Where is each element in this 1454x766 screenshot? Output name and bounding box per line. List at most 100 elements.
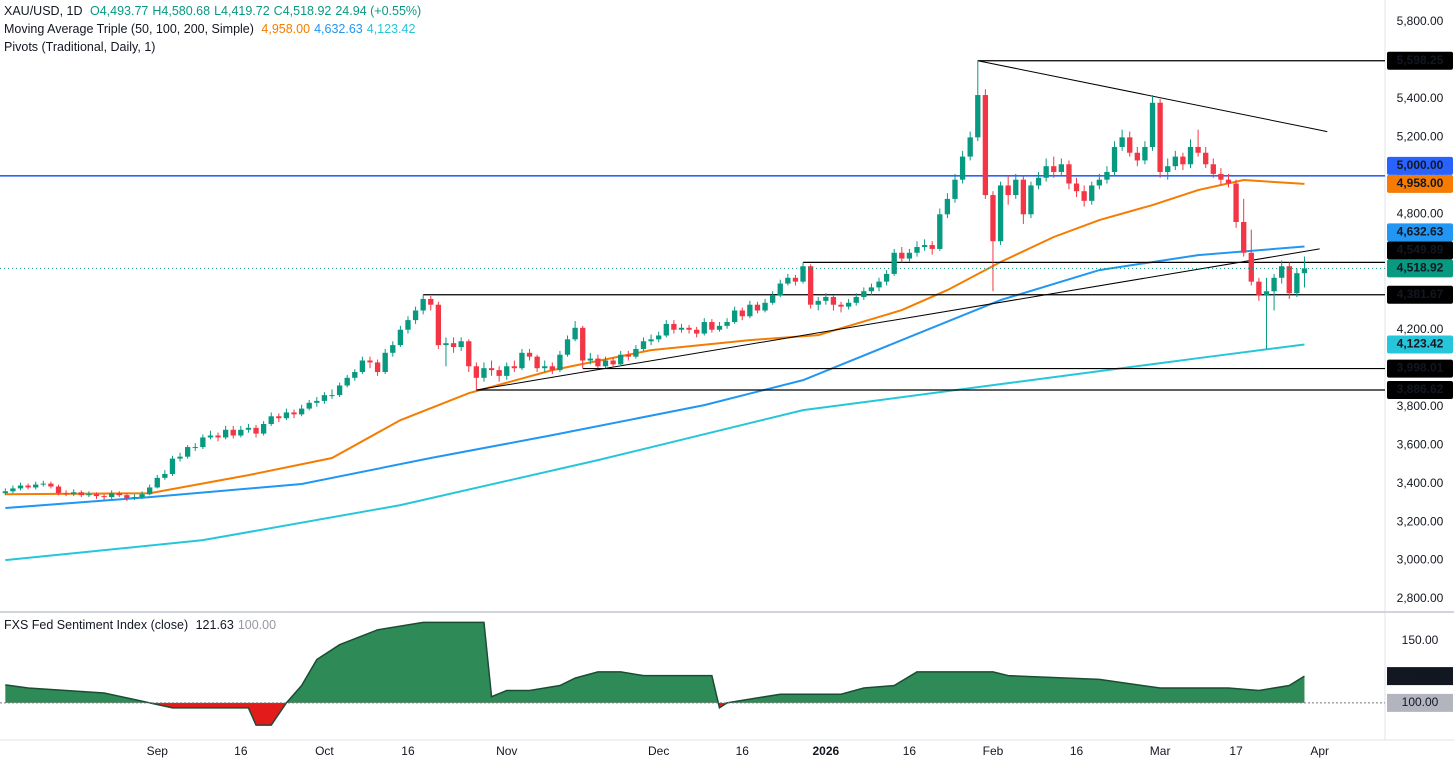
candle-body	[602, 360, 609, 367]
candle-body	[656, 335, 662, 340]
x-tick-label: Mar	[1150, 744, 1171, 758]
candle-body	[792, 277, 799, 282]
index-title: FXS Fed Sentiment Index (close)	[4, 618, 189, 632]
candle-body	[450, 343, 457, 348]
candle-body	[823, 297, 829, 301]
price-tag-label: 4,549.89	[1397, 243, 1444, 257]
candle-body	[1286, 266, 1292, 294]
candle-body	[648, 339, 654, 342]
candle-body	[374, 362, 381, 373]
price-tag	[1387, 174, 1453, 193]
candle-body	[443, 343, 449, 346]
candle-body	[1111, 146, 1118, 172]
price-tag	[1387, 156, 1453, 175]
candle-body	[93, 494, 100, 497]
candle-body	[1051, 166, 1057, 172]
candle-body	[944, 198, 951, 215]
candle-body	[109, 493, 115, 498]
price-tag-label: 3,886.62	[1397, 382, 1444, 396]
candle-body	[200, 437, 206, 448]
candle-body	[891, 252, 897, 274]
candle-body	[298, 408, 305, 415]
candle-body	[329, 395, 335, 397]
x-tick-label: 17	[1229, 744, 1243, 758]
candle-body	[906, 252, 913, 259]
candle-body	[1218, 173, 1224, 180]
candle-body	[1271, 277, 1277, 292]
candle-body	[215, 435, 221, 438]
candle-body	[694, 329, 700, 334]
candle-body	[291, 412, 297, 415]
candle-body	[557, 354, 563, 371]
candle-body	[86, 494, 92, 496]
candle-body	[488, 368, 495, 371]
candle-body	[466, 341, 472, 367]
moving-average	[5, 179, 1305, 496]
candle-body	[1210, 164, 1216, 174]
candle-body	[511, 366, 518, 369]
y-tick-label: 3,800.00	[1397, 399, 1444, 413]
trend-line	[476, 248, 1320, 391]
candle-body	[473, 366, 480, 378]
price-tag	[1387, 335, 1453, 354]
candle-body	[245, 427, 252, 430]
y-tick-label: 5,800.00	[1397, 14, 1444, 28]
candle-body	[1241, 221, 1247, 253]
candle-body	[397, 329, 404, 346]
price-tag	[1387, 359, 1453, 378]
candle-body	[268, 416, 274, 424]
baseline-value: 100.00	[237, 618, 277, 632]
ma-title: Moving Average Triple (50, 100, 200, Sim…	[4, 22, 254, 36]
ohlc: H4,580.68	[152, 4, 211, 18]
candle-body	[785, 277, 791, 284]
candle-body	[184, 447, 191, 457]
pivots-title: Pivots (Traditional, Daily, 1)	[4, 40, 156, 54]
candle-body	[800, 266, 806, 282]
candle-body	[1043, 166, 1049, 178]
x-tick-label: 16	[1070, 744, 1084, 758]
sub-legend: FXS Fed Sentiment Index (close) 121.63 10…	[4, 616, 280, 634]
candle-body	[1263, 291, 1270, 296]
candle-body	[709, 322, 715, 330]
candle-body	[678, 327, 685, 330]
candle-body	[154, 477, 160, 488]
candle-body	[1256, 281, 1262, 296]
candle-body	[769, 295, 776, 303]
candle-body	[222, 429, 229, 438]
candle-body	[640, 341, 647, 349]
ma-value: 4,958.00	[261, 22, 311, 36]
candle-body	[716, 325, 723, 330]
candle-body	[587, 358, 593, 361]
candle-body	[25, 485, 31, 488]
candle-body	[504, 366, 510, 376]
candle-body	[519, 352, 525, 369]
y-tick-label: 5,200.00	[1397, 130, 1444, 144]
candle-body	[1294, 273, 1300, 294]
candle-body	[1013, 179, 1019, 196]
candle-body	[48, 483, 54, 487]
candle-body	[564, 339, 571, 355]
x-tick-label: Apr	[1310, 744, 1329, 758]
candle-body	[306, 402, 312, 409]
price-tag-label: 4,381.67	[1397, 287, 1444, 301]
y-tick-label: 4,200.00	[1397, 322, 1444, 336]
x-tick-label: Oct	[315, 744, 334, 758]
candle-body	[336, 385, 343, 396]
candle-body	[633, 348, 639, 357]
candle-body	[937, 214, 943, 249]
sentiment-area-above	[5, 622, 1305, 703]
sentiment-line	[5, 621, 1305, 726]
candle-body	[990, 195, 996, 242]
change: 24.94 (+0.55%)	[335, 4, 422, 18]
price-tag	[1387, 285, 1453, 304]
candle-body	[17, 485, 24, 489]
candle-body	[1134, 152, 1140, 161]
candle-body	[975, 95, 981, 138]
candle-body	[230, 429, 236, 436]
candle-body	[921, 245, 928, 248]
candle-body	[1142, 146, 1148, 161]
candle-body	[2, 491, 8, 494]
price-tag	[1387, 693, 1453, 712]
candle-body	[762, 302, 768, 311]
candle-body	[1225, 179, 1232, 184]
